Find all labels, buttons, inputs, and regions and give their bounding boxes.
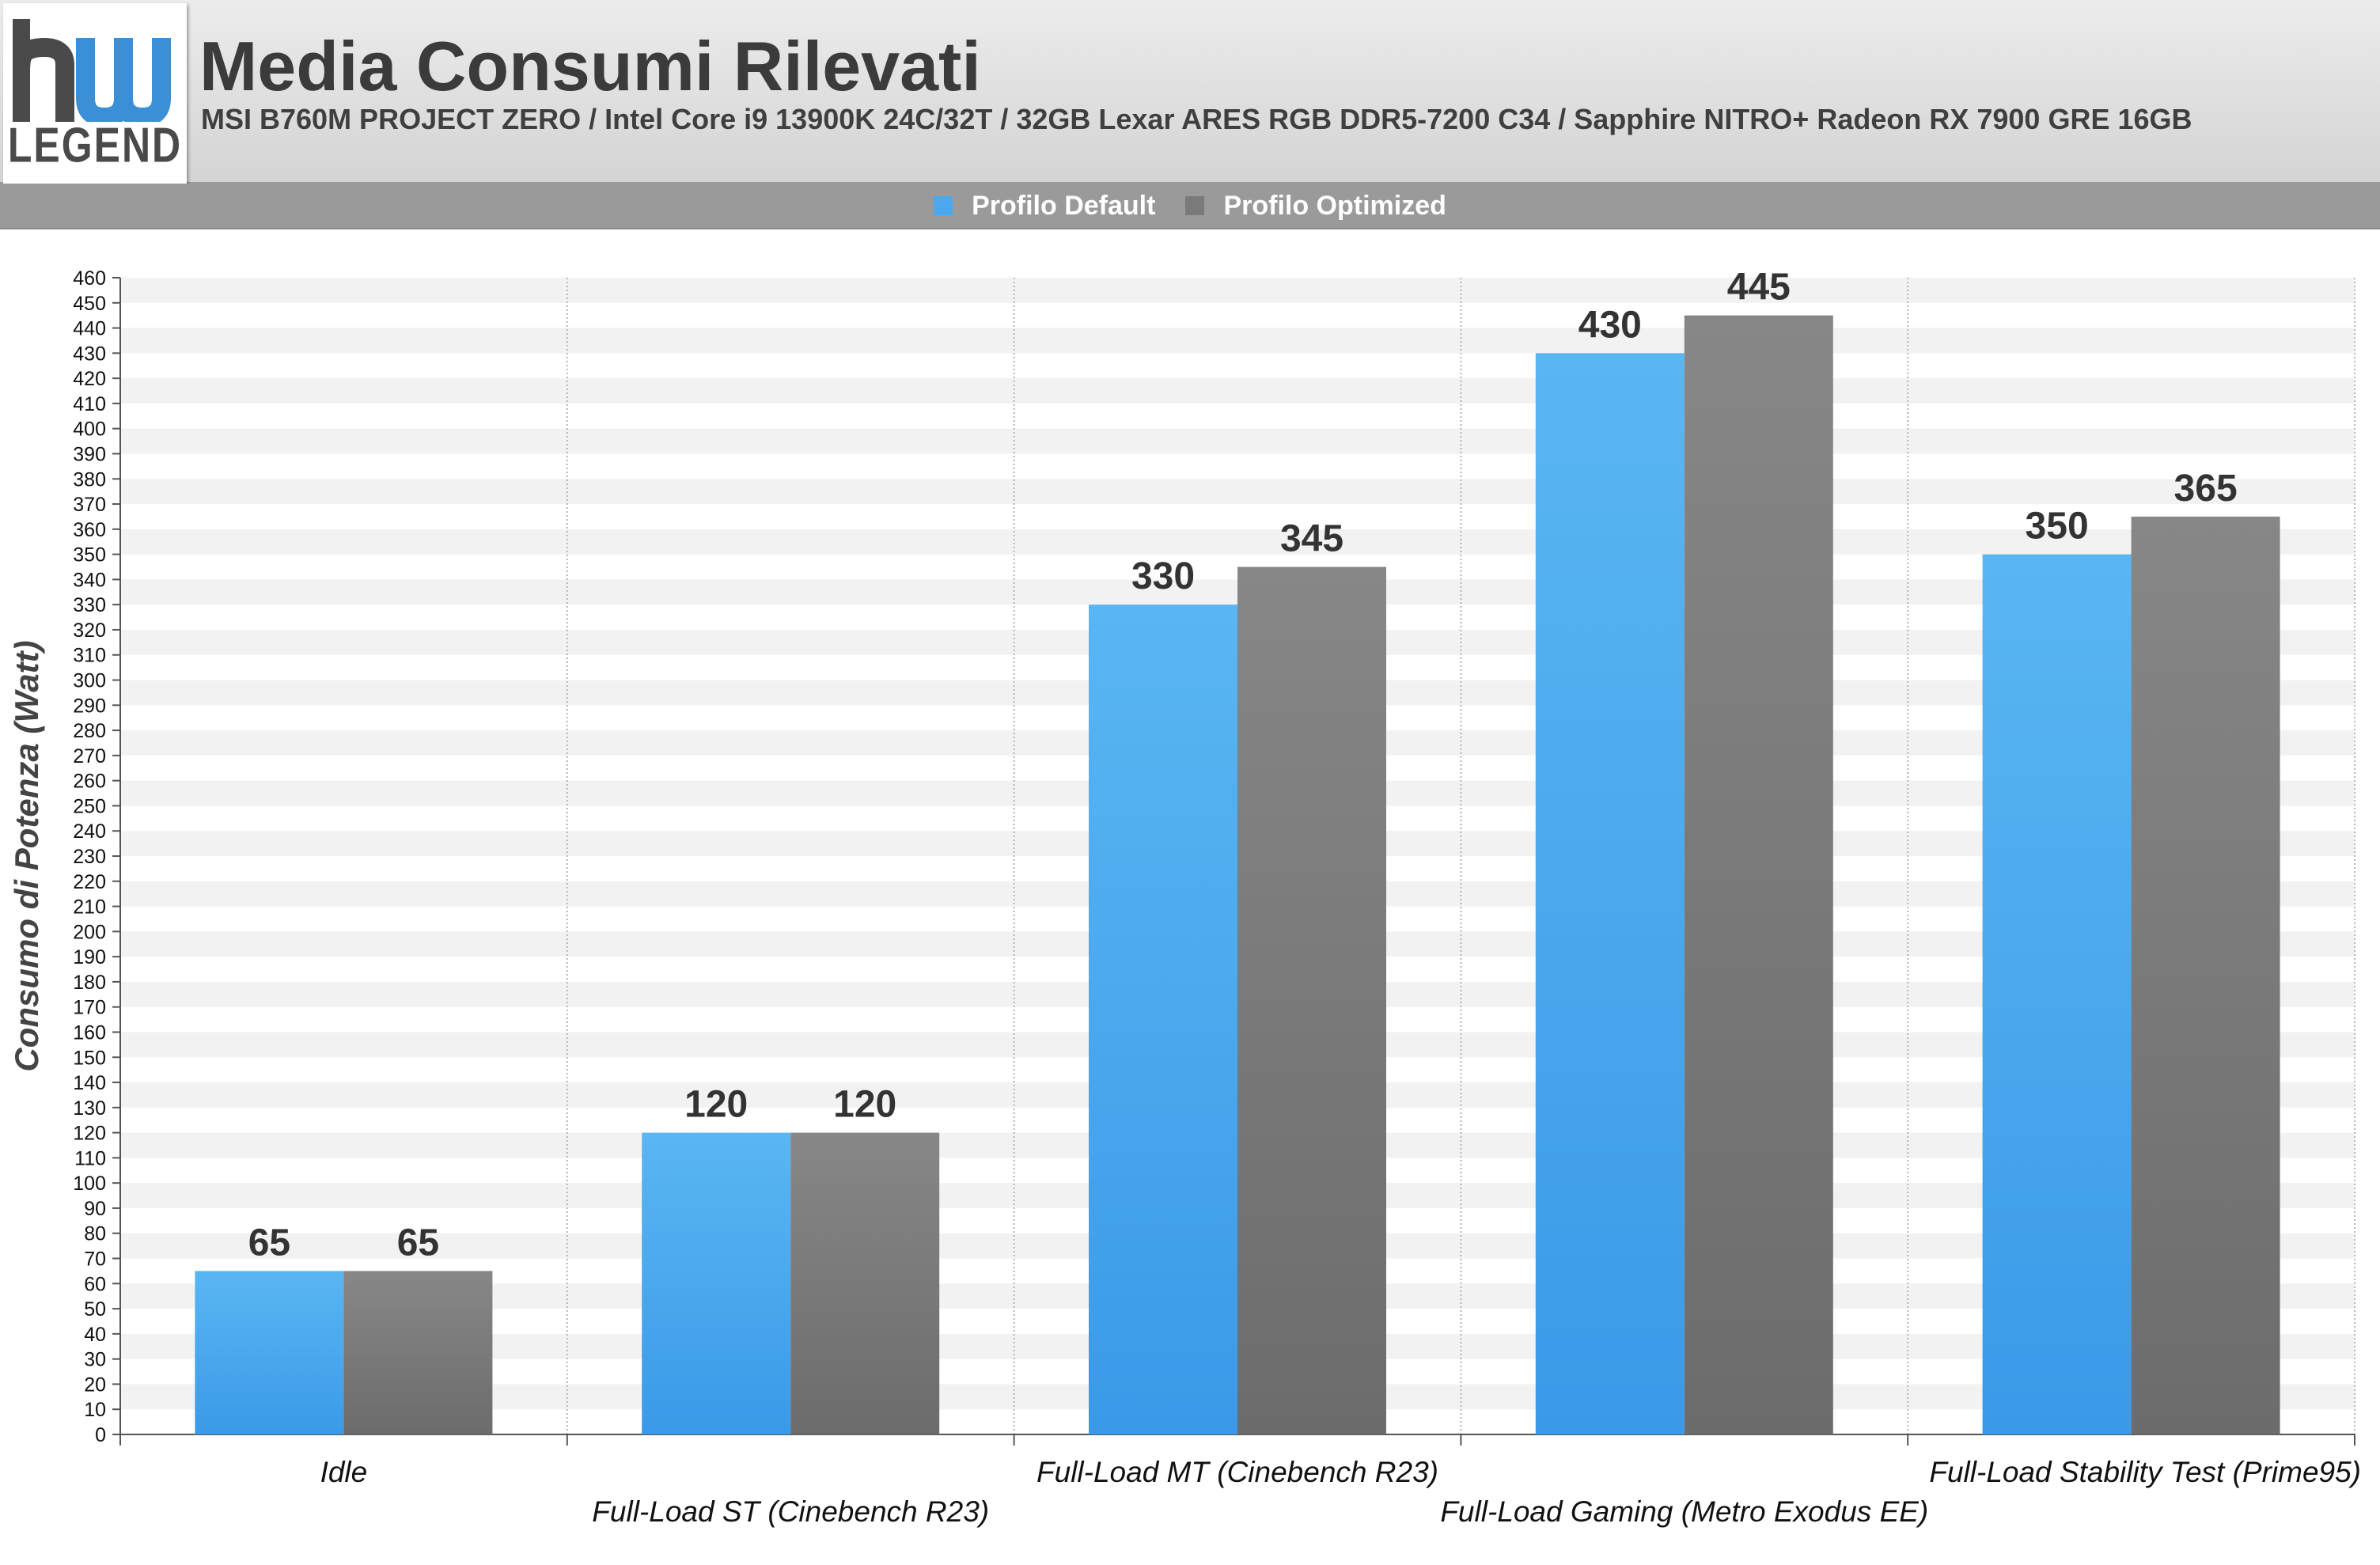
bar-default [1982,554,2132,1435]
y-tick-label: 120 [73,1123,106,1145]
chart-title: Media Consumi Rilevati [199,27,981,105]
bar-optimized [1237,567,1386,1434]
legend-item-optimized: Profilo Optimized [1185,191,1446,222]
category-label: Full-Load Stability Test (Prime95) [1929,1456,2361,1488]
y-tick-label: 410 [73,393,106,415]
y-tick-label: 220 [73,871,106,893]
y-tick-label: 230 [73,846,106,868]
y-tick-label: 80 [84,1223,106,1245]
legend-swatch-optimized [1185,196,1205,215]
value-label-optimized: 65 [397,1222,439,1264]
y-tick-label: 460 [73,267,106,290]
y-tick-label: 50 [84,1298,106,1321]
y-tick-label: 130 [73,1097,106,1120]
value-label-default: 350 [2026,506,2089,548]
value-label-optimized: 345 [1280,518,1343,560]
y-tick-label: 300 [73,670,106,692]
y-tick-label: 310 [73,645,106,667]
y-tick-label: 400 [73,419,106,441]
y-tick-label: 320 [73,620,106,642]
hwlegend-logo: LEGEND [3,3,187,184]
y-tick-label: 170 [73,997,106,1019]
grid-stripe [120,278,2355,303]
y-tick-label: 420 [73,368,106,390]
grid-stripe [120,479,2355,505]
y-tick-label: 40 [84,1324,106,1346]
bar-default [1535,353,1685,1434]
chart-subtitle: MSI B760M PROJECT ZERO / Intel Core i9 1… [201,103,2192,135]
grid-stripe [120,428,2355,454]
value-label-default: 120 [684,1084,748,1126]
bar-optimized [2131,516,2280,1434]
y-tick-label: 280 [73,720,106,742]
plot-gridlines [566,278,2355,1434]
value-label-optimized: 365 [2174,468,2238,510]
y-tick-label: 380 [73,468,106,491]
y-tick-label: 30 [84,1349,106,1371]
y-tick-label: 430 [73,343,106,365]
legend-bar: Profilo Default Profilo Optimized [0,184,2380,229]
y-tick-label: 290 [73,695,106,717]
legend-label-optimized: Profilo Optimized [1223,190,1446,221]
y-tick-label: 0 [95,1424,106,1446]
y-tick-label: 370 [73,494,106,516]
category-label: Full-Load MT (Cinebench R23) [1037,1456,1438,1488]
y-tick-label: 10 [84,1399,106,1421]
y-tick-label: 350 [73,544,106,567]
legend: Profilo Default Profilo Optimized [0,184,2380,228]
bars [195,315,2280,1435]
y-tick-label: 70 [84,1249,106,1271]
value-label-default: 430 [1578,304,1642,346]
y-tick-label: 360 [73,519,106,541]
grid-stripe [120,378,2355,404]
logo-text: LEGEND [7,117,183,172]
y-tick-label: 100 [73,1173,106,1195]
grid-stripe [120,529,2355,555]
y-tick-label: 270 [73,745,106,767]
value-label-optimized: 120 [833,1084,896,1126]
bar-optimized [790,1132,940,1434]
legend-item-default: Profilo Default [934,191,1155,222]
chart-header: LEGEND Media Consumi Rilevati MSI B760M … [0,0,2380,184]
y-tick-label: 60 [84,1273,106,1295]
legend-label-default: Profilo Default [972,190,1156,221]
x-axis-category-labels: Idle Full-Load ST (Cinebench R23) Full-Loa… [320,1456,2361,1528]
y-tick-label: 390 [73,443,106,465]
value-labels: 65 65 120 120 330 345 430 445 350 365 [248,267,2238,1264]
bar-default [195,1271,344,1434]
legend-swatch-default [934,196,953,215]
y-tick-label: 250 [73,795,106,817]
value-label-default: 330 [1131,555,1195,597]
y-tick-label: 260 [73,771,106,793]
bar-optimized [343,1271,493,1434]
y-tick-label: 110 [74,1147,106,1169]
y-tick-label: 160 [73,1021,106,1044]
y-tick-label: 20 [84,1374,106,1396]
value-label-optimized: 445 [1727,267,1791,309]
y-tick-label: 340 [73,569,106,591]
y-tick-label: 210 [73,896,106,919]
y-tick-label: 150 [73,1047,106,1069]
y-axis-label: Consumo di Potenza (Watt) [8,640,45,1071]
category-label: Full-Load Gaming (Metro Exodus EE) [1440,1495,1928,1528]
bar-optimized [1684,315,1833,1434]
y-tick-label: 440 [73,318,106,340]
value-label-default: 65 [248,1222,290,1264]
hw-logo-mark [13,19,171,122]
bar-default [1089,604,1237,1435]
category-label: Idle [320,1456,368,1488]
y-tick-label: 190 [73,946,106,968]
y-tick-label: 90 [84,1198,106,1220]
y-tick-label: 180 [73,972,106,994]
y-tick-label: 200 [73,921,106,943]
y-tick-label: 140 [73,1072,106,1094]
grid-stripe [120,328,2355,354]
y-tick-label: 240 [73,820,106,843]
y-tick-label: 330 [73,594,106,616]
bar-default [642,1132,791,1434]
y-tick-label: 450 [73,293,106,315]
category-label: Full-Load ST (Cinebench R23) [592,1495,989,1528]
